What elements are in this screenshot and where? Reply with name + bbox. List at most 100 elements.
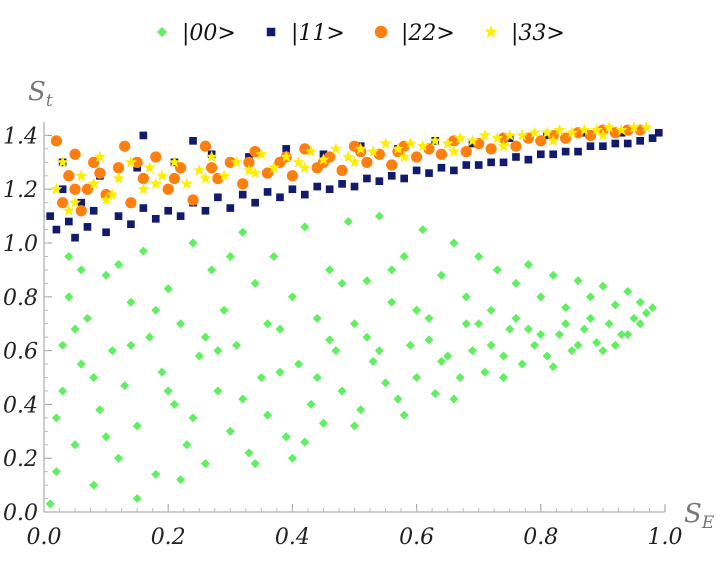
data-point — [424, 313, 434, 323]
data-point — [474, 251, 484, 261]
data-point — [150, 151, 162, 163]
data-point — [201, 206, 210, 215]
data-point — [374, 211, 384, 221]
series-star — [50, 121, 653, 216]
data-point — [536, 150, 545, 159]
data-point — [64, 251, 74, 261]
data-point — [611, 139, 620, 148]
data-point — [325, 185, 334, 194]
data-point — [337, 386, 347, 396]
data-point — [617, 329, 627, 339]
data-point — [318, 418, 328, 428]
legend-item: |22> — [374, 21, 455, 46]
data-point — [648, 303, 658, 313]
legend-label: |11> — [291, 21, 345, 46]
data-point — [549, 150, 558, 159]
data-point — [71, 233, 79, 242]
data-point — [251, 198, 259, 207]
data-point — [298, 161, 311, 173]
y-axis-label: St — [28, 77, 53, 111]
data-point — [139, 131, 148, 140]
data-point — [288, 185, 297, 194]
y-tick-label: 0.8 — [3, 286, 38, 311]
data-point — [654, 128, 663, 137]
data-point — [69, 183, 81, 195]
data-point — [554, 329, 564, 339]
data-point — [243, 156, 255, 168]
legend-label: |22> — [401, 21, 455, 46]
data-point — [143, 161, 156, 173]
data-point — [126, 340, 136, 350]
data-point — [151, 469, 161, 479]
data-point — [561, 147, 570, 156]
data-point — [474, 319, 484, 329]
data-point — [169, 399, 179, 409]
data-point — [387, 171, 396, 180]
data-point — [125, 197, 137, 209]
data-point — [350, 319, 359, 329]
data-point — [348, 156, 361, 168]
data-point — [46, 212, 55, 220]
data-point — [237, 178, 249, 190]
data-point — [573, 340, 583, 350]
legend-marker — [374, 25, 388, 39]
data-point — [225, 251, 235, 261]
data-point — [486, 340, 496, 350]
data-point — [362, 332, 372, 342]
y-tick-label: 1.0 — [3, 232, 38, 257]
data-point — [101, 432, 111, 442]
data-point — [598, 281, 608, 291]
data-point — [350, 421, 359, 431]
data-point — [381, 378, 391, 388]
data-point — [598, 346, 608, 356]
data-point — [238, 227, 248, 237]
data-point — [590, 123, 603, 136]
data-point — [232, 340, 242, 350]
data-point — [51, 413, 61, 423]
data-point — [156, 169, 168, 181]
y-tick-label: 0.4 — [3, 393, 38, 418]
y-tick-label: 0.2 — [3, 447, 38, 472]
data-point — [120, 381, 130, 391]
data-point — [627, 121, 640, 133]
data-point — [89, 480, 99, 490]
data-point — [88, 156, 100, 168]
legend-label: |00> — [182, 21, 236, 46]
data-point — [553, 123, 566, 136]
data-point — [416, 139, 429, 152]
data-point — [430, 389, 440, 399]
data-point — [244, 448, 254, 458]
data-point — [305, 145, 318, 157]
data-point — [567, 346, 577, 356]
data-point — [225, 426, 235, 436]
data-point — [149, 177, 162, 189]
data-point — [58, 185, 67, 194]
y-tick-label: 0.0 — [3, 501, 38, 526]
data-point — [100, 193, 113, 206]
data-point — [70, 324, 80, 334]
data-point — [114, 260, 124, 270]
data-point — [449, 238, 459, 248]
data-points — [45, 121, 663, 509]
data-point — [219, 305, 229, 315]
data-point — [437, 163, 446, 172]
data-point — [138, 246, 148, 256]
data-point — [145, 332, 155, 342]
data-point — [261, 167, 274, 179]
data-point — [263, 319, 273, 329]
data-point — [286, 170, 299, 182]
data-point — [69, 148, 81, 160]
data-point — [300, 222, 310, 232]
data-point — [412, 166, 421, 175]
x-tick-label: 0.0 — [27, 525, 62, 550]
data-point — [336, 164, 348, 177]
data-point — [615, 123, 628, 136]
data-point — [63, 170, 75, 182]
data-point — [461, 319, 471, 329]
data-point — [636, 137, 644, 145]
data-point — [604, 319, 614, 329]
data-point — [512, 153, 520, 161]
data-point — [497, 139, 510, 152]
data-point — [300, 437, 310, 447]
data-point — [164, 206, 173, 215]
